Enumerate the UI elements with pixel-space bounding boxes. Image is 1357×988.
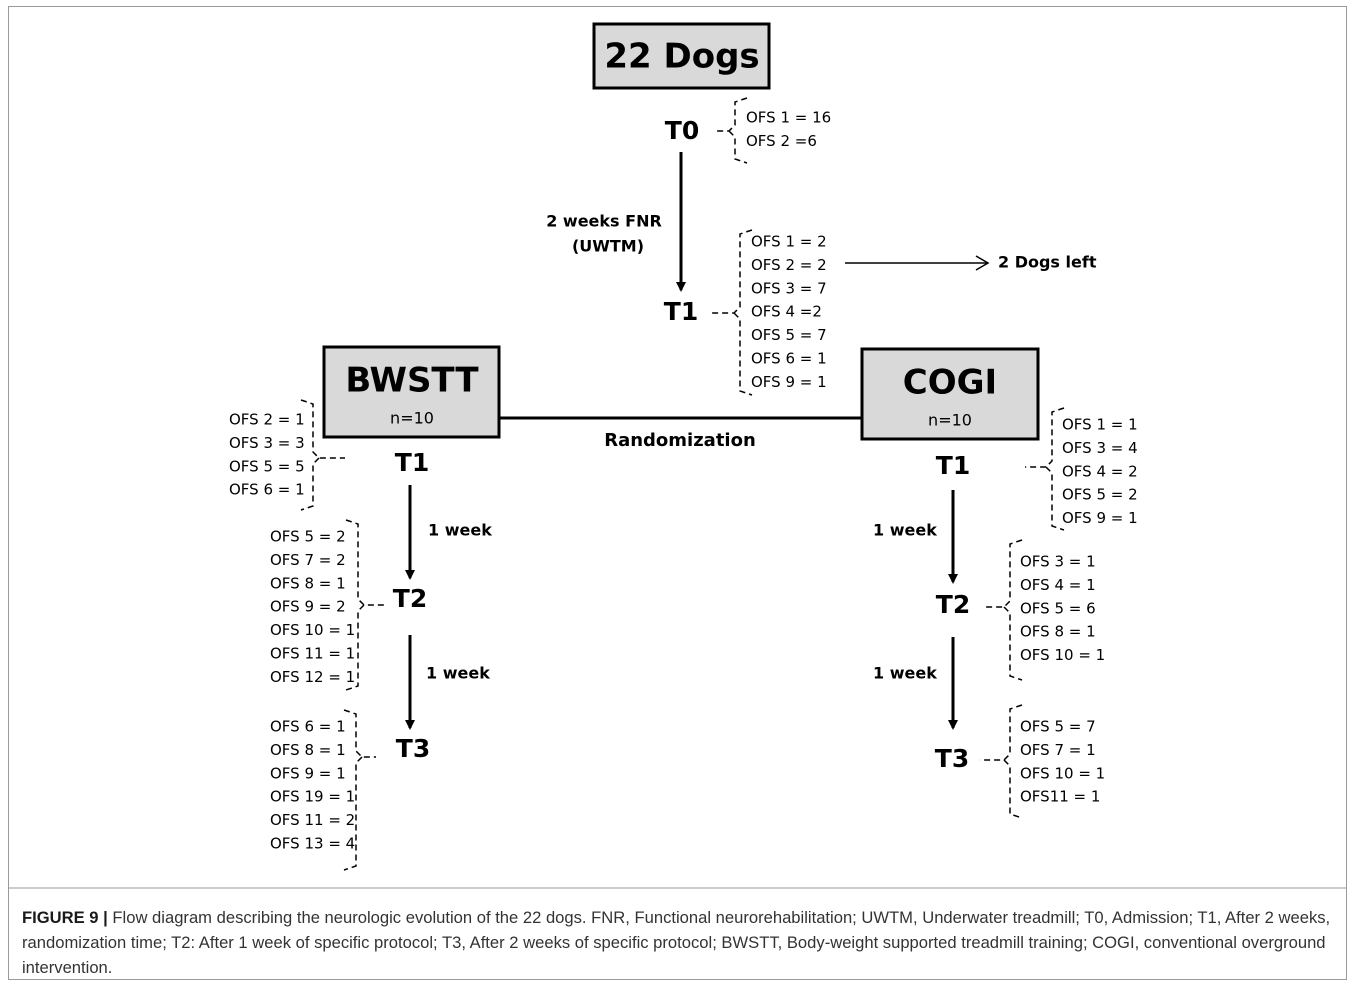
ofs-item: OFS 9 = 1 — [270, 764, 346, 782]
time-node: T2 — [393, 584, 427, 613]
ofs-item: OFS 5 = 7 — [1020, 718, 1096, 736]
edge-label: (UWTM) — [572, 237, 644, 256]
ofs-item: OFS 3 = 4 — [1062, 439, 1138, 457]
ofs-item: OFS 4 =2 — [751, 303, 822, 321]
bwstt-box — [322, 345, 501, 439]
ofs-item: OFS 9 = 1 — [751, 373, 827, 391]
ofs-item: OFS 6 = 1 — [270, 718, 346, 736]
frame — [8, 6, 1347, 980]
ofs-item: OFS 1 = 1 — [1062, 416, 1138, 434]
ofs-item: OFS 5 = 2 — [1062, 486, 1138, 504]
ofs-item: OFS 1 = 2 — [751, 233, 827, 251]
ofs-item: OFS 13 = 4 — [270, 835, 355, 853]
ofs-bracket — [345, 519, 384, 691]
randomization-label: Randomization — [604, 430, 756, 451]
top-box — [592, 22, 771, 90]
edge-label: 1 week — [873, 521, 937, 540]
time-node: T1 — [664, 297, 698, 326]
ofs-bracket — [1025, 407, 1065, 531]
ofs-item: OFS 5 = 5 — [229, 457, 305, 475]
ofs-item: OFS 6 = 1 — [229, 481, 305, 499]
ofs-item: OFS 4 = 2 — [1062, 462, 1138, 480]
ofs-item: OFS 3 = 7 — [751, 279, 827, 297]
edge-label: 2 weeks FNR — [546, 212, 662, 231]
ofs-item: OFS 2 = 1 — [229, 411, 305, 429]
time-node: T2 — [936, 590, 970, 619]
ofs-item: OFS 7 = 1 — [1020, 741, 1096, 759]
ofs-item: OFS 2 =6 — [746, 132, 817, 150]
ofs-item: OFS 5 = 2 — [270, 528, 346, 546]
caption: FIGURE 9 | Flow diagram describing the n… — [22, 905, 1340, 980]
ofs-item: OFS 1 = 16 — [746, 109, 831, 127]
time-node: T3 — [396, 734, 430, 763]
time-node: T1 — [936, 451, 970, 480]
ofs-bracket — [984, 539, 1023, 681]
ofs-item: OFS 5 = 6 — [1020, 599, 1096, 617]
caption-text: Flow diagram describing the neurologic e… — [22, 908, 1331, 977]
ofs-item: OFS 7 = 2 — [270, 551, 346, 569]
top-box-title: 22 Dogs — [604, 37, 759, 77]
time-node: T3 — [935, 744, 969, 773]
ofs-item: OFS 5 = 7 — [751, 326, 827, 344]
ofs-item: OFS 10 = 1 — [1020, 764, 1105, 782]
ofs-item: OFS 10 = 1 — [1020, 646, 1105, 664]
box-title: COGI — [903, 363, 997, 403]
ofs-item: OFS 3 = 1 — [1020, 553, 1096, 571]
caption-label: FIGURE 9 | — [22, 908, 108, 927]
box-n: n=10 — [928, 411, 972, 430]
time-node: T0 — [665, 116, 699, 145]
ofs-bracket — [710, 229, 753, 396]
ofs-item: OFS 8 = 1 — [270, 574, 346, 592]
edge-label: 1 week — [428, 521, 492, 540]
ofs-bracket — [980, 704, 1023, 819]
time-node: T1 — [395, 448, 429, 477]
edge-label: 1 week — [873, 664, 937, 683]
ofs-item: OFS 19 = 1 — [270, 788, 355, 806]
cogi-box — [860, 347, 1040, 441]
ofs-item: OFS 2 = 2 — [751, 256, 827, 274]
ofs-bracket — [715, 97, 748, 164]
ofs-item: OFS 4 = 1 — [1020, 576, 1096, 594]
diagram: 22 Dogs 2 weeks FNR (UWTM) 2 Dogs left R… — [9, 22, 1346, 889]
dogs-left: 2 Dogs left — [998, 253, 1097, 272]
ofs-item: OFS 9 = 2 — [270, 598, 346, 616]
ofs-item: OFS 6 = 1 — [751, 350, 827, 368]
arrow-head — [975, 255, 990, 271]
box-n: n=10 — [390, 409, 434, 428]
ofs-bracket — [300, 399, 345, 511]
box-title: BWSTT — [345, 361, 479, 401]
ofs-item: OFS 11 = 2 — [270, 811, 355, 829]
edge-label: 1 week — [426, 664, 490, 683]
ofs-item: OFS 12 = 1 — [270, 668, 355, 686]
ofs-item: OFS11 = 1 — [1020, 788, 1100, 806]
ofs-item: OFS 8 = 1 — [270, 741, 346, 759]
ofs-item: OFS 3 = 3 — [229, 434, 305, 452]
ofs-item: OFS 8 = 1 — [1020, 623, 1096, 641]
ofs-item: OFS 11 = 1 — [270, 645, 355, 663]
ofs-item: OFS 9 = 1 — [1062, 509, 1138, 527]
ofs-bracket — [343, 709, 376, 871]
ofs-item: OFS 10 = 1 — [270, 621, 355, 639]
